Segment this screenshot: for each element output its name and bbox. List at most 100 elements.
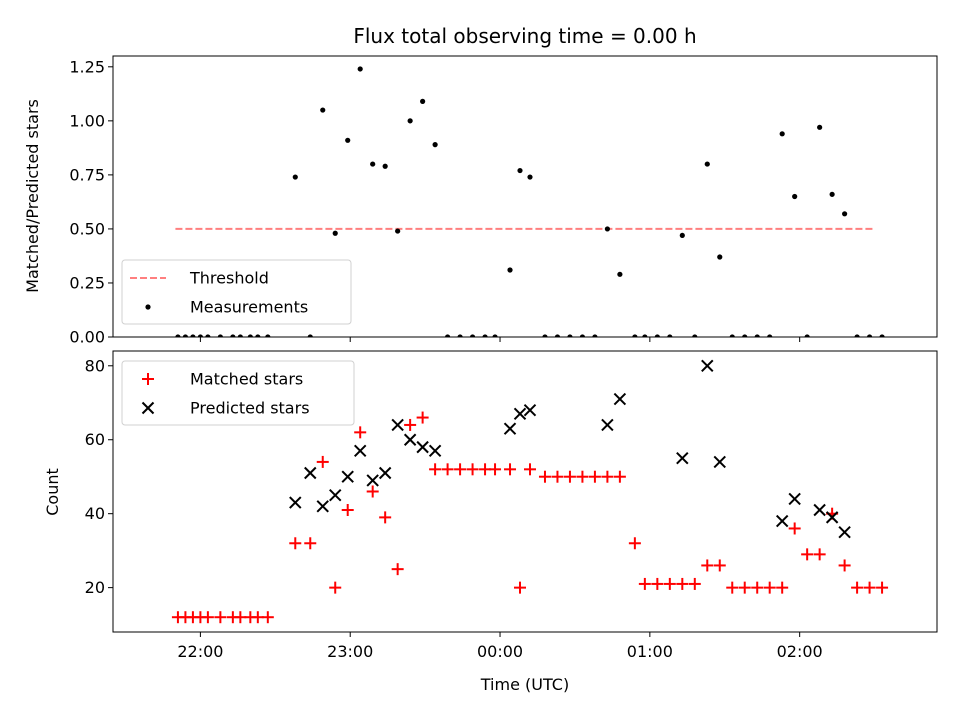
matched-star-point bbox=[563, 470, 576, 483]
x-tick-label: 22:00 bbox=[177, 642, 223, 661]
predicted-star-point bbox=[353, 444, 367, 458]
x-tick-label: 00:00 bbox=[477, 642, 523, 661]
measurement-point bbox=[255, 334, 261, 337]
matched-star-point bbox=[341, 503, 354, 516]
measurement-point bbox=[395, 228, 401, 234]
measurement-point bbox=[382, 163, 388, 169]
measurement-point bbox=[579, 334, 586, 337]
x-axis-label: Time (UTC) bbox=[480, 675, 569, 694]
measurement-point bbox=[320, 107, 326, 113]
top-y-axis-label: Matched/Predicted stars bbox=[23, 99, 42, 293]
measurement-point bbox=[237, 334, 243, 337]
legend-swatch-measurements bbox=[145, 304, 151, 310]
matched-star-point bbox=[676, 577, 689, 590]
measurement-point bbox=[554, 334, 561, 337]
matched-star-point bbox=[523, 463, 536, 476]
predicted-star-point bbox=[304, 466, 317, 480]
matched-star-point bbox=[514, 581, 527, 594]
measurement-point bbox=[667, 334, 673, 337]
measurement-point bbox=[704, 161, 710, 167]
measurement-point bbox=[370, 161, 376, 167]
matched-star-point bbox=[776, 581, 789, 594]
measurement-point bbox=[866, 334, 873, 337]
predicted-star-point bbox=[329, 488, 342, 502]
matched-star-point bbox=[304, 537, 317, 550]
measurement-point bbox=[190, 334, 196, 337]
matched-star-point bbox=[851, 581, 864, 594]
y-tick-label: 1.00 bbox=[69, 111, 105, 130]
predicted-star-point bbox=[676, 452, 689, 465]
matched-star-point bbox=[651, 577, 664, 590]
legend-label: Threshold bbox=[189, 269, 269, 288]
measurement-point bbox=[182, 334, 189, 337]
measurement-point bbox=[307, 334, 313, 337]
y-tick-label: 0.00 bbox=[69, 328, 105, 347]
matched-star-point bbox=[876, 581, 889, 594]
legend-label: Predicted stars bbox=[190, 399, 310, 418]
measurement-point bbox=[729, 334, 735, 337]
plot-area bbox=[171, 359, 889, 624]
matched-star-point bbox=[354, 426, 367, 439]
matched-star-point bbox=[688, 577, 701, 590]
matched-star-point bbox=[261, 611, 274, 624]
legend-frame bbox=[121, 360, 355, 426]
matched-star-point bbox=[551, 470, 564, 483]
legend-frame bbox=[121, 259, 352, 325]
legend-swatch-predicted bbox=[141, 401, 155, 415]
matched-star-point bbox=[601, 470, 614, 483]
measurement-point bbox=[542, 334, 548, 337]
y-tick-label: 1.25 bbox=[69, 57, 105, 76]
matched-star-point bbox=[838, 559, 851, 572]
predicted-star-point bbox=[775, 514, 789, 528]
top-panel: 0.00 0.25 0.50 0.75 1.00 1.25 Threshold Measure… bbox=[69, 55, 938, 347]
measurement-point bbox=[292, 174, 298, 180]
predicted-star-point bbox=[378, 466, 392, 480]
measurement-point bbox=[792, 193, 798, 200]
matched-star-point bbox=[713, 559, 726, 572]
measurement-point bbox=[829, 191, 835, 197]
measurement-point bbox=[469, 334, 476, 337]
measurement-point bbox=[567, 334, 573, 337]
predicted-star-point bbox=[391, 418, 404, 432]
matched-star-point bbox=[404, 418, 417, 431]
measurement-point bbox=[779, 131, 785, 137]
measurement-point bbox=[717, 254, 723, 260]
measurement-point bbox=[754, 334, 760, 337]
matched-star-point bbox=[416, 411, 429, 424]
legend-swatch-matched bbox=[142, 373, 154, 385]
measurement-point bbox=[679, 232, 685, 239]
y-tick-label: 0.25 bbox=[69, 273, 105, 292]
matched-star-point bbox=[214, 611, 227, 624]
measurement-point bbox=[507, 267, 513, 273]
x-tick-label: 02:00 bbox=[777, 642, 823, 661]
matched-star-point bbox=[576, 470, 589, 483]
matched-star-point bbox=[863, 581, 876, 594]
measurement-point bbox=[175, 334, 181, 337]
matched-star-point bbox=[504, 463, 517, 476]
matched-star-point bbox=[329, 581, 342, 594]
measurement-point bbox=[592, 334, 598, 337]
matched-star-point bbox=[441, 463, 454, 476]
measurement-point bbox=[444, 334, 451, 337]
measurement-point bbox=[517, 167, 523, 174]
measurement-point bbox=[357, 66, 363, 72]
matched-star-point bbox=[726, 581, 739, 594]
predicted-star-point bbox=[428, 444, 442, 458]
predicted-star-point bbox=[523, 403, 537, 417]
measurement-point bbox=[217, 334, 223, 337]
legend: Matched stars Predicted stars bbox=[121, 360, 355, 426]
matched-star-point bbox=[788, 522, 801, 535]
legend-label: Matched stars bbox=[190, 370, 303, 389]
measurement-point bbox=[407, 118, 413, 124]
predicted-star-point bbox=[503, 422, 517, 435]
predicted-star-point bbox=[416, 440, 429, 454]
matched-star-point bbox=[613, 470, 626, 483]
matched-star-point bbox=[391, 563, 404, 576]
predicted-star-point bbox=[289, 496, 302, 509]
y-tick-label: 80 bbox=[85, 356, 105, 375]
matched-star-point bbox=[663, 577, 676, 590]
matched-star-point bbox=[366, 485, 379, 498]
plot-area bbox=[175, 66, 885, 337]
predicted-star-point bbox=[601, 418, 614, 432]
predicted-star-point bbox=[613, 392, 627, 406]
